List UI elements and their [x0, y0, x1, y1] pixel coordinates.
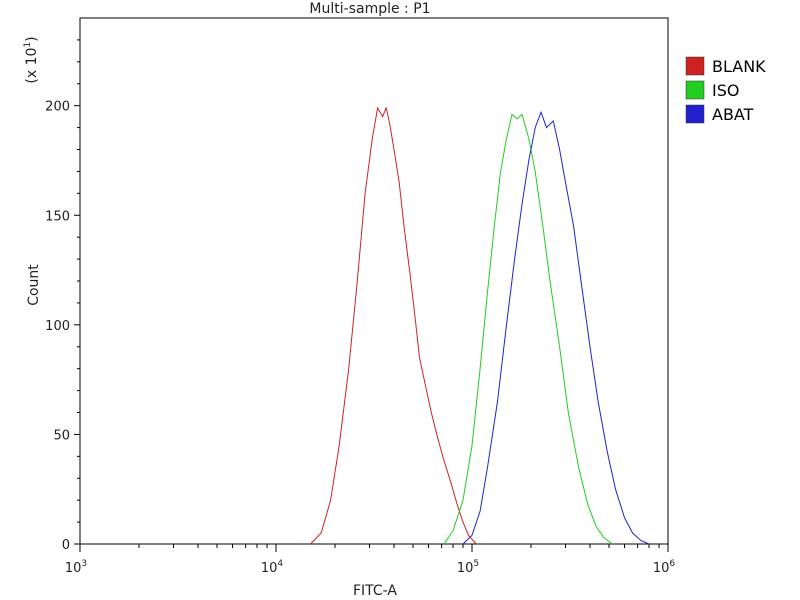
- x-tick-base: 10: [457, 561, 474, 576]
- legend-label: BLANK: [712, 57, 766, 76]
- x-tick-exponent: 5: [473, 559, 479, 569]
- x-tick-exponent: 3: [81, 559, 87, 569]
- legend-swatch: [685, 80, 705, 100]
- x-tick-base: 10: [261, 561, 278, 576]
- x-tick-label: 104: [261, 559, 284, 576]
- x-axis-label: FITC-A: [353, 583, 397, 599]
- y-tick-label: 0: [62, 538, 70, 553]
- y-tick-label: 150: [45, 209, 70, 224]
- legend-label: ABAT: [712, 105, 754, 124]
- y-tick-label: 200: [45, 100, 70, 115]
- series-line-blank: [310, 106, 477, 545]
- plot-frame: [79, 17, 669, 545]
- y-multiplier-exponent: 1: [23, 42, 33, 48]
- x-tick-base: 10: [65, 561, 82, 576]
- y-multiplier-label: (x 101): [23, 36, 40, 83]
- y-multiplier-text: (x 10: [24, 48, 40, 84]
- x-tick-exponent: 6: [669, 559, 675, 569]
- y-axis-label: Count: [26, 264, 42, 306]
- x-tick-label: 103: [65, 559, 87, 576]
- series-line-iso: [443, 113, 613, 545]
- y-tick-label: 50: [53, 428, 70, 443]
- x-tick-label: 105: [457, 559, 479, 576]
- legend-swatch: [685, 56, 705, 76]
- x-tick-base: 10: [653, 561, 670, 576]
- legend-swatch: [685, 104, 705, 124]
- chart-title: Multi-sample : P1: [309, 1, 430, 17]
- y-tick-label: 100: [45, 319, 70, 334]
- legend: BLANK ISO ABAT: [685, 56, 766, 124]
- legend-label: ISO: [712, 81, 739, 100]
- series-line-abat: [462, 110, 650, 545]
- x-tick-label: 106: [653, 559, 676, 576]
- x-tick-exponent: 4: [277, 559, 283, 569]
